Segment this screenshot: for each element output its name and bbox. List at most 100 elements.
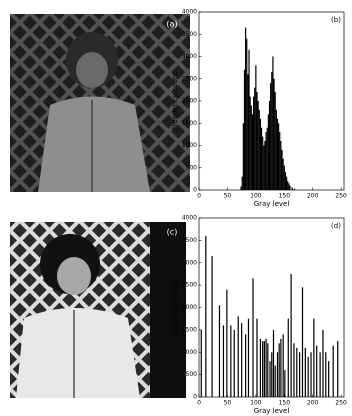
bar [280, 141, 282, 190]
bar [230, 325, 232, 397]
bar [278, 343, 280, 397]
panel-label: (a) [166, 20, 177, 29]
y-tick-label: 2500 [182, 282, 197, 289]
bar [301, 287, 304, 397]
bar [266, 127, 268, 190]
bar [259, 338, 262, 397]
bar [284, 172, 287, 190]
bar [310, 352, 312, 397]
bar [256, 92, 258, 190]
bar [268, 101, 271, 190]
bar [325, 352, 327, 397]
panel-label: (b) [331, 16, 341, 24]
bar [328, 361, 330, 397]
x-tick-label: 100 [250, 400, 262, 407]
bar [293, 343, 295, 397]
bar [265, 132, 267, 190]
bar [290, 273, 292, 397]
bar [280, 338, 282, 397]
bar [274, 92, 276, 190]
x-tick-label: 250 [335, 400, 347, 407]
bar [263, 145, 265, 190]
bar [289, 185, 291, 190]
bar [319, 352, 321, 397]
bar [293, 188, 296, 190]
bar [284, 370, 286, 397]
bar [233, 329, 235, 397]
bar [226, 289, 228, 397]
bar [254, 87, 256, 190]
bar [242, 123, 244, 190]
bar [299, 352, 301, 397]
x-tick-label: 50 [224, 400, 232, 407]
bar [313, 318, 315, 397]
bar [270, 83, 272, 190]
bar [287, 181, 289, 190]
bar [276, 118, 279, 190]
bar [247, 74, 249, 190]
bar [267, 343, 269, 397]
bar [257, 101, 259, 190]
bar [281, 149, 283, 190]
panel-label: (d) [331, 222, 341, 230]
y-tick-label: 0 [193, 187, 197, 194]
x-tick-label: 200 [307, 400, 319, 407]
bar [271, 72, 273, 190]
y-tick-label: 1500 [182, 120, 197, 127]
x-tick-label: 250 [335, 193, 347, 200]
bar [247, 318, 250, 397]
bar [200, 329, 202, 397]
bar [263, 341, 265, 397]
bar [240, 186, 242, 190]
bar [283, 165, 285, 190]
y-tick-label: 4000 [182, 9, 197, 16]
photo-original [10, 14, 190, 192]
y-tick-label: 2000 [182, 98, 197, 105]
y-tick-label: 2000 [182, 304, 197, 311]
y-tick-label: 1500 [182, 326, 197, 333]
y-tick-label: 1000 [182, 349, 197, 356]
bar [251, 114, 254, 190]
y-tick-label: 2500 [182, 75, 197, 82]
bar [288, 183, 290, 190]
bar [264, 141, 266, 190]
bar [211, 256, 213, 397]
bar [276, 352, 279, 397]
bar [316, 345, 318, 397]
y-tick-label: 1000 [182, 142, 197, 149]
bar [262, 341, 264, 397]
bar [218, 305, 221, 397]
bar [285, 176, 288, 190]
bar [275, 109, 277, 190]
y-tick-label: 3000 [182, 259, 197, 266]
bar [304, 347, 306, 397]
x-tick-label: 150 [279, 400, 291, 407]
y-tick-label: 500 [186, 164, 198, 171]
bar [246, 38, 248, 191]
bar [245, 27, 247, 191]
bar [282, 334, 284, 397]
bar [205, 235, 207, 397]
photo-equalized [10, 222, 186, 398]
bar [241, 176, 243, 190]
x-tick-label: 0 [197, 400, 201, 407]
panel-label: (c) [167, 228, 178, 237]
bar [258, 109, 260, 190]
y-axis-label: Frequency count [171, 278, 179, 336]
y-tick-label: 3500 [182, 237, 197, 244]
y-axis-label: Frequency count [171, 72, 179, 130]
bar [332, 345, 334, 397]
x-axis-label: Gray level [254, 407, 290, 415]
bar [296, 347, 298, 397]
x-tick-label: 150 [279, 193, 291, 200]
bar [271, 352, 273, 397]
bar [259, 118, 262, 190]
bar [262, 136, 264, 190]
bar [282, 158, 284, 190]
bar [273, 78, 275, 190]
y-tick-label: 4000 [182, 215, 197, 222]
bar [279, 132, 281, 190]
bar [222, 325, 225, 397]
bar [241, 323, 243, 397]
